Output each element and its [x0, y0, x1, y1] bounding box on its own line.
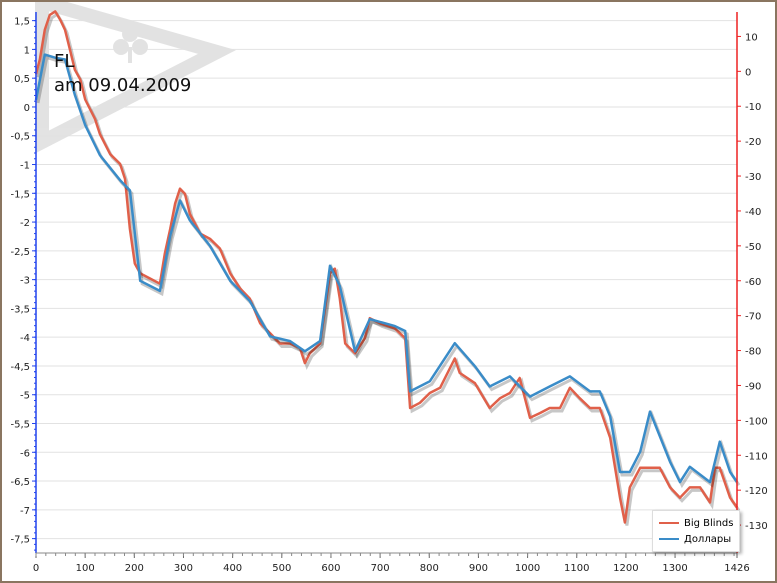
y-right-tick-label: -20 [745, 137, 761, 148]
y-right-tick-label: -50 [745, 242, 761, 253]
y-right-tick-label: -110 [745, 451, 768, 462]
y-left-tick-label: -7,5 [10, 535, 30, 546]
x-tick-label: 500 [272, 563, 291, 574]
y-right-tick-label: -90 [745, 381, 761, 392]
legend-swatch [659, 522, 679, 524]
y-left-tick-label: -7 [20, 506, 30, 517]
y-left-tick-label: -3 [20, 276, 30, 287]
y-right-tick-label: -70 [745, 312, 761, 323]
y-left-tick-label: 1 [24, 45, 30, 56]
y-right-tick-label: -10 [745, 102, 761, 113]
y-left-tick-label: -2,5 [10, 247, 30, 258]
x-tick-label: 1000 [515, 563, 540, 574]
x-tick-label: 1200 [613, 563, 638, 574]
x-tick-label: 900 [469, 563, 488, 574]
annotation-line-1: FL [54, 51, 75, 72]
series-line-dollars [34, 53, 739, 484]
y-right-tick-label: -30 [745, 172, 761, 183]
y-left-tick-label: -4 [20, 333, 30, 344]
y-left-tick-label: 0 [24, 103, 30, 114]
series-shadow [36, 55, 741, 489]
y-right-tick-label: -120 [745, 486, 768, 497]
x-tick-label: 1426 [724, 563, 749, 574]
x-tick-label: 1100 [564, 563, 589, 574]
legend-label: Доллары [684, 533, 732, 545]
x-tick-label: 300 [174, 563, 193, 574]
y-left-tick-label: -0,5 [10, 132, 30, 143]
y-right-tick-label: -100 [745, 416, 768, 427]
legend-item-dollars: Доллары [659, 531, 733, 547]
y-left-tick-label: 1,5 [14, 17, 30, 28]
y-right-tick-label: -60 [745, 277, 761, 288]
y-left-tick-label: 0,5 [14, 74, 30, 85]
y-left-tick-label: -1,5 [10, 189, 30, 200]
y-left-tick-label: -3,5 [10, 304, 30, 315]
y-right-tick-label: -40 [745, 207, 761, 218]
y-left-tick-label: -1 [20, 161, 30, 172]
legend-swatch [659, 538, 679, 540]
y-left-tick-label: -4,5 [10, 362, 30, 373]
x-tick-label: 1300 [662, 563, 687, 574]
y-right-tick-label: 0 [745, 67, 751, 78]
y-left-tick-label: -2 [20, 218, 30, 229]
x-tick-label: 200 [125, 563, 144, 574]
chart-annotation: FL am 09.04.2009 [54, 50, 191, 98]
x-tick-label: 700 [371, 563, 390, 574]
x-tick-label: 800 [420, 563, 439, 574]
legend-item-big-blinds: Big Blinds [659, 515, 733, 531]
annotation-line-2: am 09.04.2009 [54, 75, 192, 96]
x-tick-label: 100 [76, 563, 95, 574]
y-right-tick-label: 10 [745, 32, 758, 43]
legend-label: Big Blinds [684, 517, 734, 529]
y-left-tick-label: -6,5 [10, 477, 30, 488]
y-right-tick-label: -80 [745, 347, 761, 358]
series-line-big-blinds [34, 10, 739, 524]
x-tick-label: 0 [33, 563, 39, 574]
y-right-tick-label: -130 [745, 521, 768, 532]
legend: Big Blinds Доллары [652, 510, 741, 552]
x-tick-label: 600 [321, 563, 340, 574]
x-tick-label: 400 [223, 563, 242, 574]
y-left-tick-label: -5,5 [10, 420, 30, 431]
y-left-tick-label: -5 [20, 391, 30, 402]
y-left-tick-label: -6 [20, 448, 30, 459]
